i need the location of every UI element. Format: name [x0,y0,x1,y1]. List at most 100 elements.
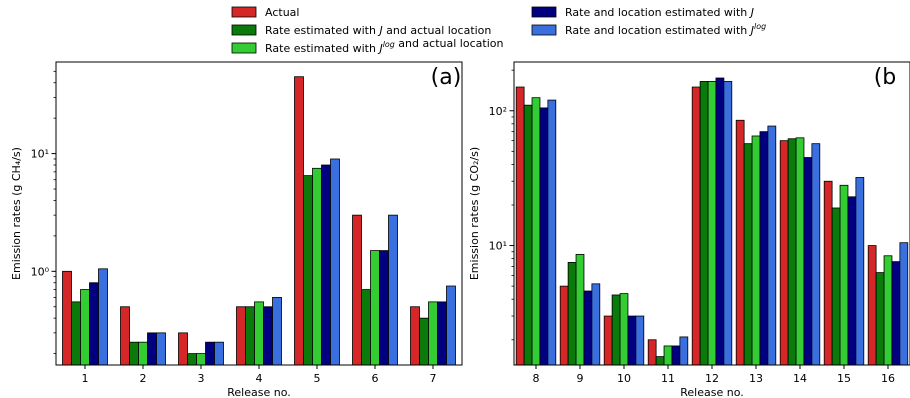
bar-14-series-5 [811,143,821,366]
bar-2-series-3 [138,341,148,366]
bar-7-series-4 [437,301,447,366]
y-tick-label: 10⁰ [31,265,50,278]
x-tick-label: 10 [617,372,631,385]
bar-2-series-4 [147,332,157,366]
bar-9-series-4 [583,290,593,366]
bar-2-series-2 [129,341,139,366]
axes-frame [55,61,463,366]
bar-14-series-4 [803,157,813,366]
bar-5-series-1 [294,76,304,366]
bar-13-series-3 [751,135,761,366]
x-tick-label: 6 [372,372,379,385]
bar-4-series-3 [254,301,264,366]
chart-panel-a: 1 2 3 4 5 6 7 10⁰ 10¹ Release no. Emission rates (… [10,61,463,398]
x-tick-label: 14 [793,372,807,385]
x-tick-label: 8 [533,372,540,385]
bar-10-series-5 [635,315,645,366]
legend-label-1: Actual [265,6,299,19]
chart-panel-b: 8 9 10 11 12 13 14 15 16 10¹ 10² Release no. Emissio… [468,61,910,398]
bar-15-series-4 [847,196,857,366]
bar-16-series-5 [899,242,909,366]
bar-12-series-2 [699,81,709,366]
bar-15-series-2 [831,207,841,366]
y-tick-label: 10² [489,105,507,118]
x-tick-label: 7 [430,372,437,385]
bar-11-series-3 [663,345,673,366]
bar-5-series-4 [321,164,331,366]
x-tick-label: 1 [82,372,89,385]
bar-3-series-4 [205,341,215,366]
x-tick-label: 3 [198,372,205,385]
bar-3-series-1 [178,332,188,366]
bar-3-series-3 [196,353,206,366]
y-tick-label: 10¹ [31,148,49,161]
bar-8-series-4 [539,107,549,366]
x-tick-label: 13 [749,372,763,385]
bar-14-series-1 [779,140,789,366]
bar-10-series-4 [627,315,637,366]
bar-10-series-1 [603,315,613,366]
x-tick-label: 5 [314,372,321,385]
bar-16-series-4 [891,261,901,366]
bar-10-series-3 [619,293,629,366]
x-tick-label: 9 [577,372,584,385]
bar-13-series-1 [735,119,745,366]
bar-13-series-5 [767,125,777,366]
bar-14-series-3 [795,137,805,366]
x-tick-label: 15 [837,372,851,385]
bar-7-series-2 [419,317,429,366]
y-axis-label: Emission rates (g CO₂/s) [468,147,481,280]
bar-12-series-4 [715,77,725,366]
bar-6-series-2 [361,289,371,366]
bar-12-series-3 [707,81,717,366]
bar-13-series-4 [759,131,769,366]
bar-9-series-3 [575,253,585,366]
bar-11-series-2 [655,356,665,366]
bar-6-series-3 [370,250,380,366]
axes-frame [513,61,910,366]
panel-label: (a) [431,65,462,90]
bar-2-series-5 [156,332,166,366]
bar-9-series-1 [559,285,569,366]
panel-label: (b [874,65,897,90]
bar-11-series-5 [679,336,689,366]
bar-16-series-1 [867,245,877,366]
x-tick-label: 2 [140,372,147,385]
legend-label-5: Rate and location estimated with Jlog [565,22,766,37]
legend-swatch-4 [531,6,557,18]
x-axis-label: Release no. [680,386,743,398]
legend: Actual Rate estimated with J and actual l… [231,6,766,55]
bar-1-series-3 [80,289,90,366]
bar-15-series-1 [823,180,833,366]
bar-10-series-2 [611,294,621,366]
bar-1-series-2 [71,301,81,366]
bar-8-series-5 [547,99,557,366]
bar-14-series-2 [787,138,797,366]
bar-11-series-4 [671,345,681,366]
x-tick-label: 12 [705,372,719,385]
bar-12-series-1 [691,86,701,366]
bar-15-series-5 [855,177,865,366]
bar-8-series-3 [531,97,541,366]
bar-4-series-2 [245,306,255,366]
bar-6-series-5 [388,214,398,366]
bar-7-series-5 [446,285,456,366]
legend-label-2: Rate estimated with J and actual locatio… [265,24,491,37]
x-tick-label: 16 [881,372,895,385]
bar-9-series-5 [591,283,601,366]
bar-16-series-2 [875,272,885,366]
x-tick-label: 4 [256,372,263,385]
x-axis-label: Release no. [227,386,290,398]
legend-label-4: Rate and location estimated with J [565,6,754,19]
bar-7-series-3 [428,301,438,366]
bar-8-series-2 [523,104,533,366]
y-tick-label: 10¹ [489,240,507,253]
bar-7-series-1 [410,306,420,366]
bar-3-series-5 [214,341,224,366]
bar-5-series-3 [312,167,322,366]
bar-11-series-1 [647,339,657,366]
bar-1-series-4 [89,282,99,366]
legend-swatch-1 [231,6,257,18]
bar-4-series-1 [236,306,246,366]
